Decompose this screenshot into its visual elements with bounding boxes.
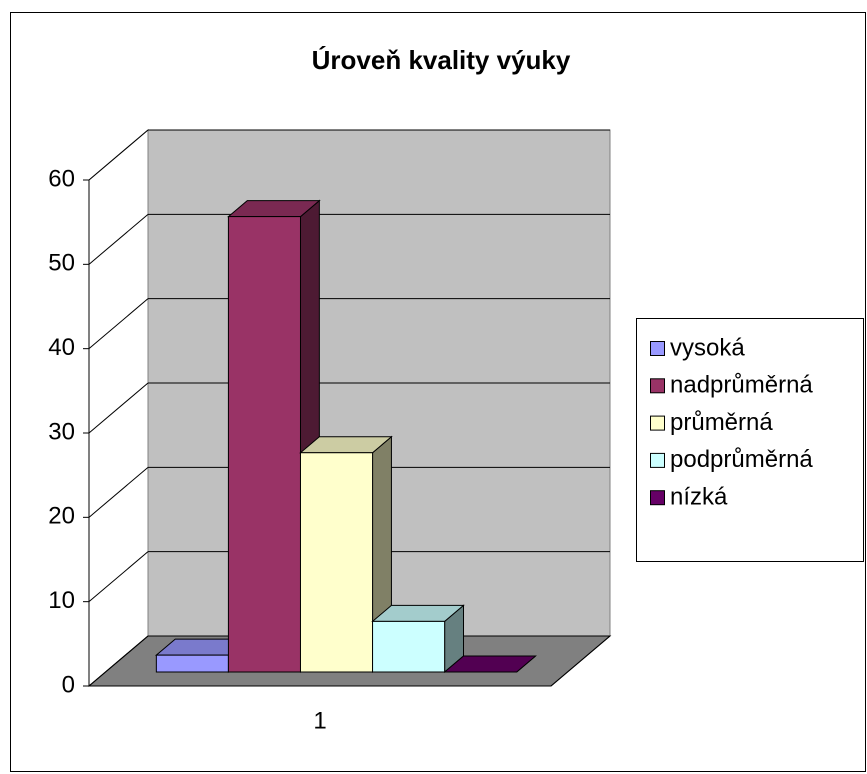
legend-label: vysoká [670, 334, 745, 361]
legend-label: nízká [670, 484, 728, 511]
y-tick-label: 30 [48, 418, 75, 445]
legend [636, 318, 864, 562]
bar [227, 216, 301, 673]
side-grid-line [88, 382, 149, 434]
y-tick-label: 50 [48, 250, 75, 277]
bar [299, 452, 374, 673]
bar [155, 654, 229, 673]
plot-area: 0 10 20 30 40 50 60 1 [48, 128, 612, 734]
side-grid-line [88, 551, 149, 603]
bar-top [443, 655, 537, 673]
legend-label: podprůměrná [670, 446, 813, 473]
floor-edge [550, 635, 611, 687]
legend-swatch [650, 452, 665, 468]
legend-label: nadprůměrná [670, 372, 813, 399]
y-tick-label: 20 [48, 503, 75, 530]
side-grid-line [88, 129, 149, 181]
bar [372, 620, 446, 673]
y-tick-label: 40 [48, 334, 75, 361]
legend-swatch [650, 490, 665, 506]
side-grid-line [88, 635, 149, 687]
side-grid-line [88, 466, 149, 518]
x-tick-label: 1 [313, 707, 326, 734]
chart-title: Úroveň kvality výuky [312, 45, 571, 75]
legend-swatch [650, 341, 665, 356]
y-tick-label: 60 [48, 165, 75, 192]
side-grid-line [88, 213, 149, 265]
y-tick-label: 0 [62, 671, 75, 698]
legend-label: průměrná [670, 409, 773, 436]
legend-swatch [650, 378, 665, 394]
y-tick-label: 10 [48, 587, 75, 614]
side-grid-line [88, 298, 149, 350]
legend-swatch [650, 415, 665, 431]
